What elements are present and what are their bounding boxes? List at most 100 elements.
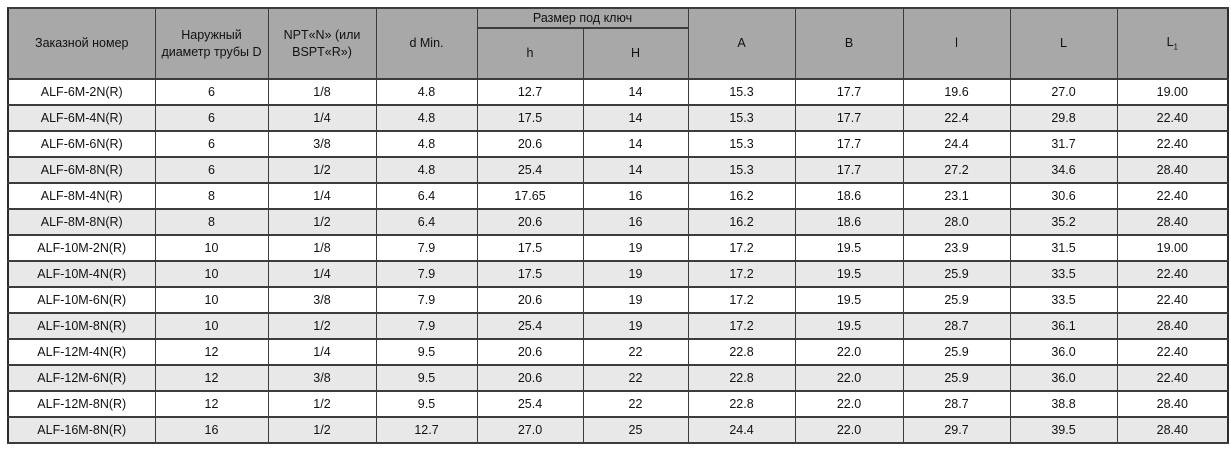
table-cell: 24.4 xyxy=(902,130,1011,158)
table-cell: 16 xyxy=(582,182,689,210)
table-cell: 20.6 xyxy=(476,364,584,392)
table-cell: 25.4 xyxy=(476,312,584,340)
cell-order-number: ALF-6M-6N(R) xyxy=(7,130,156,158)
table-cell: 16.2 xyxy=(687,182,796,210)
table-cell: 10 xyxy=(154,286,269,314)
table-cell: 1/4 xyxy=(267,260,377,288)
table-cell: 12.7 xyxy=(375,416,478,444)
table-cell: 22.40 xyxy=(1116,130,1229,158)
table-cell: 25 xyxy=(582,416,689,444)
table-row: ALF-8M-8N(R) 8 1/2 6.4 20.6 16 16.2 18.6 28.0 35.… xyxy=(7,208,1229,236)
table-cell: 22.8 xyxy=(687,390,796,418)
table-cell: 14 xyxy=(582,78,689,106)
header-l1-base: L xyxy=(1166,34,1174,49)
table-cell: 22.40 xyxy=(1116,260,1229,288)
cell-order-number: ALF-8M-4N(R) xyxy=(7,182,156,210)
table-row: ALF-12M-4N(R) 12 1/4 9.5 20.6 22 22.8 22.0 25.9 3… xyxy=(7,338,1229,366)
table-cell: 1/4 xyxy=(267,338,377,366)
table-cell: 36.0 xyxy=(1009,338,1118,366)
table-cell: 20.6 xyxy=(476,338,584,366)
table-cell: 14 xyxy=(582,104,689,132)
table-cell: 24.4 xyxy=(687,416,796,444)
table-cell: 22.8 xyxy=(687,364,796,392)
table-cell: 8 xyxy=(154,208,269,236)
table-cell: 3/8 xyxy=(267,130,377,158)
table-body: ALF-6M-2N(R) 6 1/8 4.8 12.7 14 15.3 17.7 19.6 27.… xyxy=(7,78,1229,444)
table-cell: 17.5 xyxy=(476,234,584,262)
cell-order-number: ALF-6M-8N(R) xyxy=(7,156,156,184)
table-cell: 20.6 xyxy=(476,130,584,158)
table-cell: 17.7 xyxy=(794,78,904,106)
table-cell: 10 xyxy=(154,260,269,288)
table-cell: 9.5 xyxy=(375,338,478,366)
table-cell: 22.40 xyxy=(1116,338,1229,366)
table-cell: 8 xyxy=(154,182,269,210)
table-cell: 6 xyxy=(154,130,269,158)
table-cell: 25.9 xyxy=(902,364,1011,392)
table-cell: 20.6 xyxy=(476,286,584,314)
table-cell: 28.40 xyxy=(1116,208,1229,236)
cell-order-number: ALF-16M-8N(R) xyxy=(7,416,156,444)
table-cell: 7.9 xyxy=(375,312,478,340)
table-cell: 6 xyxy=(154,78,269,106)
table-cell: 28.0 xyxy=(902,208,1011,236)
cell-order-number: ALF-12M-6N(R) xyxy=(7,364,156,392)
table-cell: 28.40 xyxy=(1116,416,1229,444)
table-cell: 28.40 xyxy=(1116,390,1229,418)
table-row: ALF-10M-6N(R) 10 3/8 7.9 20.6 19 17.2 19.5 25.9 3… xyxy=(7,286,1229,314)
table-cell: 3/8 xyxy=(267,286,377,314)
table-cell: 16 xyxy=(582,208,689,236)
table-cell: 25.4 xyxy=(476,390,584,418)
table-cell: 17.65 xyxy=(476,182,584,210)
table-cell: 17.2 xyxy=(687,312,796,340)
table-cell: 22 xyxy=(582,338,689,366)
table-cell: 7.9 xyxy=(375,234,478,262)
table-cell: 6 xyxy=(154,156,269,184)
table-row: ALF-12M-6N(R) 12 3/8 9.5 20.6 22 22.8 22.0 25.9 3… xyxy=(7,364,1229,392)
table-cell: 4.8 xyxy=(375,78,478,106)
table-cell: 16 xyxy=(154,416,269,444)
table-cell: 1/2 xyxy=(267,156,377,184)
table-cell: 7.9 xyxy=(375,286,478,314)
table-cell: 22.0 xyxy=(794,364,904,392)
table-cell: 4.8 xyxy=(375,104,478,132)
table-cell: 1/8 xyxy=(267,234,377,262)
table-cell: 12 xyxy=(154,364,269,392)
table-cell: 1/2 xyxy=(267,390,377,418)
table-cell: 27.2 xyxy=(902,156,1011,184)
cell-order-number: ALF-6M-4N(R) xyxy=(7,104,156,132)
header-row-top: Заказной номер Наружный диаметр трубы D … xyxy=(7,7,1229,80)
table-cell: 22.0 xyxy=(794,390,904,418)
table-cell: 39.5 xyxy=(1009,416,1118,444)
header-l1: L1 xyxy=(1116,7,1229,80)
table-header: Заказной номер Наружный диаметр трубы D … xyxy=(7,7,1229,80)
table-cell: 18.6 xyxy=(794,208,904,236)
table-cell: 17.7 xyxy=(794,156,904,184)
table-cell: 10 xyxy=(154,312,269,340)
table-cell: 19 xyxy=(582,312,689,340)
table-cell: 19.00 xyxy=(1116,234,1229,262)
table-cell: 38.8 xyxy=(1009,390,1118,418)
header-h-small: h xyxy=(476,27,584,80)
cell-order-number: ALF-10M-8N(R) xyxy=(7,312,156,340)
table-row: ALF-6M-8N(R) 6 1/2 4.8 25.4 14 15.3 17.7 27.2 34.… xyxy=(7,156,1229,184)
table-cell: 15.3 xyxy=(687,78,796,106)
table-cell: 22.4 xyxy=(902,104,1011,132)
table-cell: 28.40 xyxy=(1116,312,1229,340)
table-row: ALF-6M-2N(R) 6 1/8 4.8 12.7 14 15.3 17.7 19.6 27.… xyxy=(7,78,1229,106)
table-cell: 6.4 xyxy=(375,182,478,210)
table-cell: 9.5 xyxy=(375,390,478,418)
header-l-big: L xyxy=(1009,7,1118,80)
cell-order-number: ALF-6M-2N(R) xyxy=(7,78,156,106)
table-cell: 12 xyxy=(154,390,269,418)
table-cell: 31.7 xyxy=(1009,130,1118,158)
dimensions-table: Заказной номер Наружный диаметр трубы D … xyxy=(7,7,1230,444)
table-cell: 27.0 xyxy=(476,416,584,444)
table-cell: 17.7 xyxy=(794,130,904,158)
header-l1-subscript: 1 xyxy=(1173,42,1178,52)
header-a: A xyxy=(687,7,796,80)
table-cell: 1/8 xyxy=(267,78,377,106)
table-cell: 1/4 xyxy=(267,104,377,132)
table-cell: 20.6 xyxy=(476,208,584,236)
